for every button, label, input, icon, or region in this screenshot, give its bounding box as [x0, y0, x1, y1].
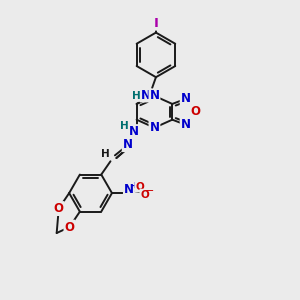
Text: N: N: [140, 88, 151, 101]
Text: +: +: [131, 181, 139, 190]
Text: H: H: [120, 121, 129, 131]
Text: −: −: [145, 186, 154, 196]
Text: N: N: [149, 89, 160, 102]
Text: O: O: [64, 220, 74, 234]
Text: O: O: [135, 182, 144, 192]
Text: N: N: [129, 125, 139, 138]
Text: H: H: [101, 149, 110, 159]
Text: N: N: [123, 138, 133, 151]
Text: N: N: [181, 92, 191, 105]
Text: N: N: [124, 183, 134, 196]
Text: O: O: [54, 202, 64, 215]
Text: I: I: [154, 16, 158, 30]
Text: N: N: [181, 118, 191, 131]
Text: O: O: [190, 106, 200, 118]
Text: H: H: [132, 91, 140, 101]
Text: O: O: [140, 190, 149, 200]
Text: N: N: [149, 121, 160, 134]
